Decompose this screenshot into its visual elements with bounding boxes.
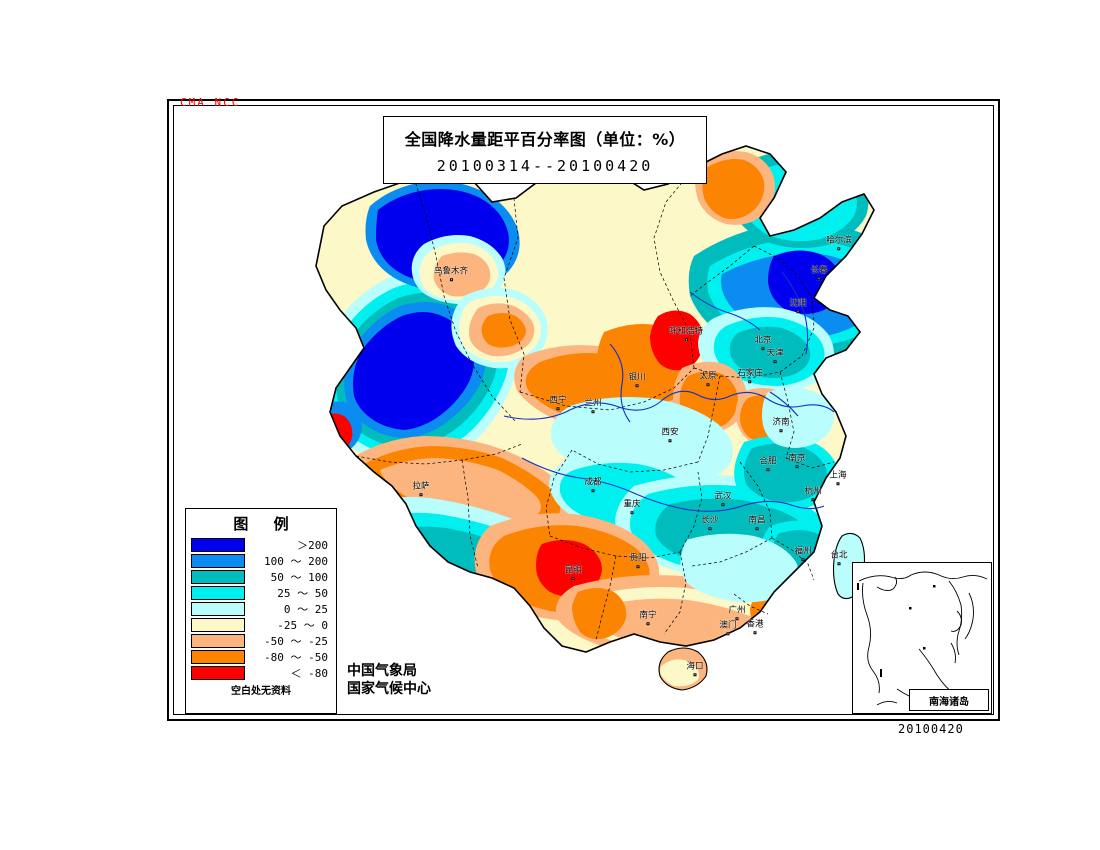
legend-row: 0 ～ 25 xyxy=(186,601,336,617)
legend-panel: 图 例 ＞200 100 ～ 200 50 ～ 100 25 ～ 50 0 ～ 25 -2… xyxy=(185,508,337,714)
legend-row: ＜ -80 xyxy=(186,665,336,681)
legend-row: 100 ～ 200 xyxy=(186,553,336,569)
footer-date-stamp: 20100420 xyxy=(898,722,964,736)
legend-row: ＞200 xyxy=(186,537,336,553)
inset-map-svg xyxy=(857,571,988,706)
legend-footnote: 空白处无资料 xyxy=(231,686,291,697)
agency-line-2: 国家气候中心 xyxy=(347,680,431,697)
legend-range-label: 50 ～ 100 xyxy=(270,571,328,584)
legend-range-label: 0 ～ 25 xyxy=(283,603,328,616)
legend-rows: ＞200 100 ～ 200 50 ～ 100 25 ～ 50 0 ～ 25 -25 ～ … xyxy=(186,537,336,681)
legend-swatch xyxy=(191,538,245,552)
south-china-sea-inset: 南海诸岛 xyxy=(852,562,992,714)
legend-range-label: 100 ～ 200 xyxy=(264,555,328,568)
legend-row: 50 ～ 100 xyxy=(186,569,336,585)
china-national-border xyxy=(315,145,875,653)
legend-swatch xyxy=(191,570,245,584)
legend-row: -50 ～ -25 xyxy=(186,633,336,649)
legend-swatch xyxy=(191,650,245,664)
legend-row: 25 ～ 50 xyxy=(186,585,336,601)
legend-swatch xyxy=(191,554,245,568)
legend-range-label: 25 ～ 50 xyxy=(277,587,328,600)
agency-line-1: 中国气象局 xyxy=(347,663,417,679)
legend-swatch xyxy=(191,666,245,680)
legend-range-label: -50 ～ -25 xyxy=(264,635,328,648)
legend-swatch xyxy=(191,634,245,648)
legend-swatch xyxy=(191,586,245,600)
map-title-box: 全国降水量距平百分率图（单位：%） 20100314--20100420 xyxy=(383,116,707,184)
cma-ncc-tag: CMA NCC xyxy=(180,96,241,109)
legend-range-label: ＜ -80 xyxy=(290,667,329,680)
legend-row: -25 ～ 0 xyxy=(186,617,336,633)
legend-swatch xyxy=(191,602,245,616)
legend-row: -80 ～ -50 xyxy=(186,649,336,665)
legend-range-label: -25 ～ 0 xyxy=(277,619,328,632)
rivers-layer xyxy=(503,271,835,512)
province-borders xyxy=(355,167,835,641)
map-canvas[interactable]: 乌鲁木齐 呼和浩特 哈尔滨 长春 沈阳 北京 天津 石家庄 太原 银川 西宁 兰州 济南 西安 拉萨 成都 合肥… xyxy=(174,106,993,714)
legend-range-label: ＞200 xyxy=(297,539,328,552)
legend-range-label: -80 ～ -50 xyxy=(264,651,328,664)
title-date-range: 20100314--20100420 xyxy=(436,156,654,175)
precipitation-anomaly-map xyxy=(315,145,875,691)
inset-label: 南海诸岛 xyxy=(909,689,989,711)
legend-swatch xyxy=(191,618,245,632)
legend-title: 图 例 xyxy=(233,515,299,533)
agency-credit: 中国气象局 国家气候中心 xyxy=(347,663,431,698)
page-title: 全国降水量距平百分率图（单位：%） xyxy=(404,129,686,149)
